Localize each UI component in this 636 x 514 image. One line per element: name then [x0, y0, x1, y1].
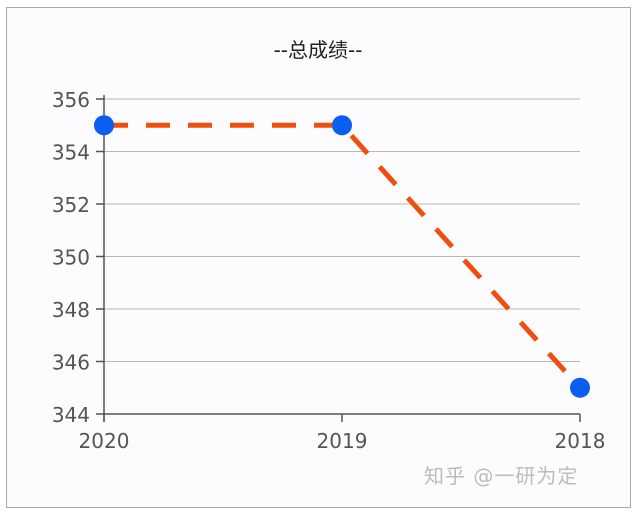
x-tick-label: 2019	[317, 429, 368, 453]
axes	[96, 95, 581, 422]
y-tick-label: 348	[52, 298, 90, 322]
y-tick-label: 350	[52, 246, 90, 270]
data-point-marker	[332, 115, 352, 136]
y-tick-label: 352	[52, 193, 90, 217]
x-tick-label: 2020	[79, 429, 130, 453]
x-axis-labels: 2020 2019 2018	[79, 429, 606, 453]
series-line	[104, 122, 582, 390]
y-tick-label: 346	[52, 351, 90, 375]
chart-frame	[6, 7, 631, 508]
data-point-marker	[94, 115, 114, 136]
chart-title: --总成绩--	[273, 38, 363, 62]
y-tick-label: 344	[52, 403, 90, 427]
data-series	[94, 115, 590, 398]
gridlines	[104, 98, 580, 362]
y-tick-label: 354	[52, 141, 90, 165]
data-point-marker	[570, 377, 590, 398]
y-tick-label: 356	[52, 88, 90, 112]
y-axis-labels: 344 346 348 350 352 354 356	[52, 88, 90, 427]
watermark: 知乎 @一研为定	[424, 464, 579, 488]
x-tick-label: 2018	[555, 429, 606, 453]
